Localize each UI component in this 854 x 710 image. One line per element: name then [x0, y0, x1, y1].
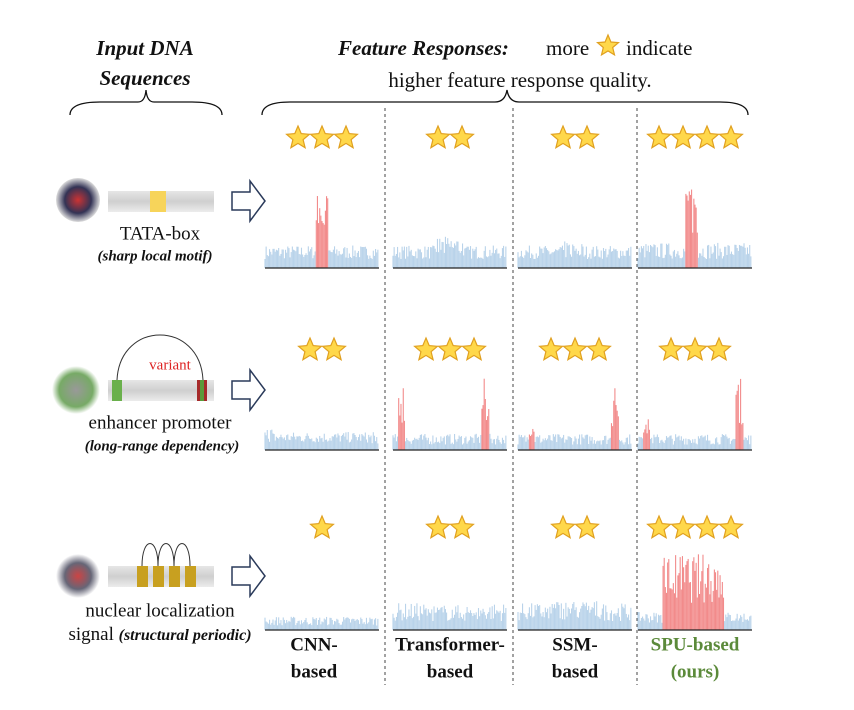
feature-text: higher feature response quality.: [388, 68, 651, 92]
star: [646, 124, 672, 149]
column-label: Transformer-: [395, 634, 505, 655]
brace: [69, 89, 223, 116]
star: [706, 336, 732, 361]
column-label: CNN-: [290, 634, 338, 655]
arc: [141, 543, 191, 567]
content: Input DNA Sequences Feature Responses: m…: [52, 33, 752, 685]
star: [574, 124, 600, 149]
column-label: SPU-based: [651, 634, 740, 655]
star: [586, 336, 612, 361]
star: [682, 336, 708, 361]
star: [461, 336, 487, 361]
star: [425, 124, 451, 149]
enhancer: [112, 380, 122, 401]
feature-text: more: [546, 36, 589, 60]
star: [670, 124, 696, 149]
motif: [150, 191, 166, 212]
star: [694, 514, 720, 539]
column-label: SSM-: [552, 634, 597, 655]
arrow: [231, 367, 266, 413]
star: [449, 124, 475, 149]
star: [321, 336, 347, 361]
column-label: based: [552, 661, 599, 682]
star: [550, 124, 576, 149]
star: [562, 336, 588, 361]
feature-text: indicate: [626, 36, 692, 60]
star: [425, 514, 451, 539]
sequence-bar: [108, 380, 214, 401]
arrow: [231, 178, 266, 224]
column-label: based: [427, 661, 474, 682]
star: [297, 336, 323, 361]
star: [718, 124, 744, 149]
star: [333, 124, 359, 149]
icon: [56, 178, 100, 222]
star: [538, 336, 564, 361]
star-rating: [309, 514, 335, 539]
column-label: (ours): [671, 661, 720, 682]
arc: [116, 334, 204, 381]
star-rating: [538, 336, 612, 361]
star-rating: [550, 124, 600, 149]
star-rating: [658, 336, 732, 361]
star-rating: [425, 124, 475, 149]
periodic-motifs: [137, 566, 196, 587]
star-rating: [297, 336, 347, 361]
row-label: TATA-box: [120, 223, 201, 244]
variant-label: variant: [149, 357, 191, 373]
star: [718, 514, 744, 539]
row-label: signal: [68, 624, 113, 645]
star-rating: [413, 336, 487, 361]
arrow: [231, 553, 266, 599]
star: [646, 514, 672, 539]
star-rating: [425, 514, 475, 539]
star-rating: [646, 514, 744, 539]
star: [670, 514, 696, 539]
star: [309, 124, 335, 149]
promoter: [200, 380, 204, 401]
row-label: nuclear localization: [85, 600, 235, 621]
row-label: enhancer promoter: [89, 412, 233, 433]
row-label: signal (structural periodic): [68, 624, 251, 645]
input-title: Input DNA: [95, 36, 193, 60]
star: [437, 336, 463, 361]
star: [413, 336, 439, 361]
star: [550, 514, 576, 539]
column-label: based: [291, 661, 338, 682]
feature-title: Feature Responses:: [337, 36, 509, 60]
icon: [52, 366, 100, 414]
star: [595, 33, 621, 57]
input-title: Sequences: [100, 66, 191, 90]
row-note: (sharp local motif): [98, 248, 213, 264]
star-rating: [285, 124, 359, 149]
brace: [261, 89, 749, 116]
row-note: (structural periodic): [119, 627, 252, 644]
star: [694, 124, 720, 149]
star: [309, 514, 335, 539]
star-rating: [646, 124, 744, 149]
icon: [56, 554, 100, 598]
row-note: (long-range dependency): [85, 438, 240, 454]
star: [449, 514, 475, 539]
star: [658, 336, 684, 361]
star: [285, 124, 311, 149]
star-rating: [550, 514, 600, 539]
star: [574, 514, 600, 539]
